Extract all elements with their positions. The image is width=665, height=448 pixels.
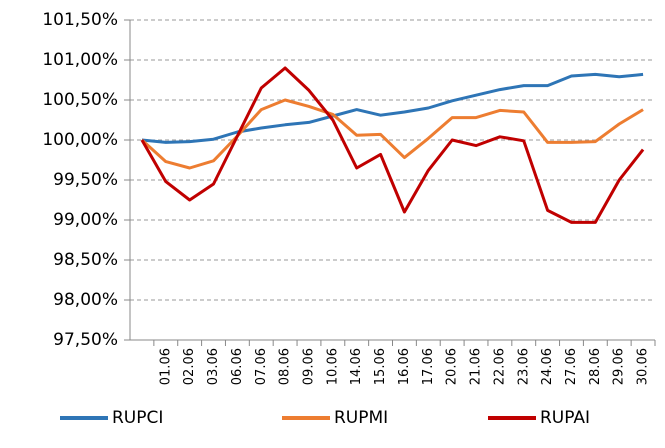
y-tick-label: 98,50% [53,250,118,270]
x-tick-label: 24.06 [540,348,555,385]
y-tick-label: 100,50% [42,90,118,110]
y-tick-label: 98,00% [53,290,118,310]
x-tick-label: 22.06 [492,348,507,385]
y-tick-label: 97,50% [53,330,118,350]
x-tick-label: 23.06 [516,348,531,385]
x-tick-label: 08.06 [278,348,293,385]
x-tick-label: 03.06 [206,348,221,385]
x-tick-label: 20.06 [445,348,460,385]
x-tick-label: 01.06 [158,348,173,385]
x-tick-label: 10.06 [325,348,340,385]
x-tick-label: 07.06 [254,348,269,385]
y-tick-label: 99,50% [53,170,118,190]
x-tick-label: 21.06 [469,348,484,385]
y-tick-label: 101,50% [42,10,118,30]
x-tick-label: 09.06 [301,348,316,385]
x-tick-label: 29.06 [612,348,627,385]
x-tick-label: 06.06 [230,348,245,385]
legend-label: RUPMI [334,408,388,428]
y-tick-label: 99,00% [53,210,118,230]
x-tick-label: 30.06 [636,348,651,385]
x-tick-label: 17.06 [421,348,436,385]
legend-label: RUPCI [112,408,163,428]
series-line [140,98,644,170]
x-tick-label: 27.06 [564,348,579,385]
x-tick-label: 28.06 [588,348,603,385]
x-tick-label: 02.06 [182,348,197,385]
series-line [141,72,644,144]
x-tick-label: 16.06 [397,348,412,385]
y-tick-label: 100,00% [42,130,118,150]
x-tick-label: 15.06 [373,348,388,385]
x-tick-label: 14.06 [349,348,364,385]
series-line [140,66,645,224]
y-tick-label: 101,00% [42,50,118,70]
legend-label: RUPAI [540,408,590,428]
